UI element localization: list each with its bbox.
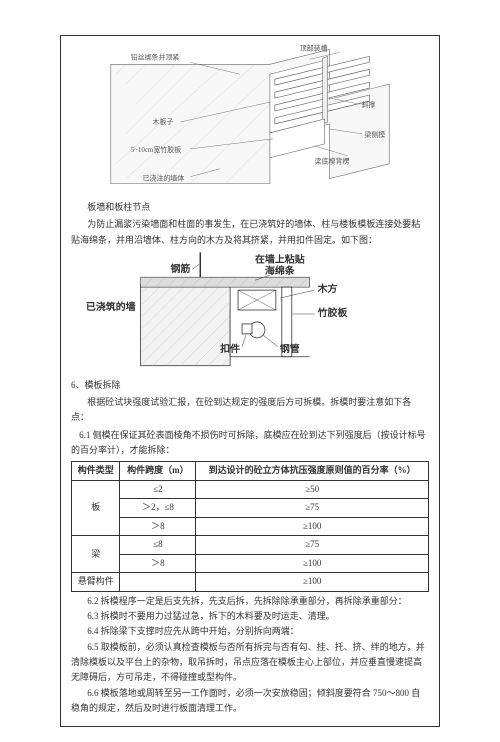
td-span: ＞8 bbox=[120, 554, 196, 573]
label-steel-pipe: 钢管 bbox=[280, 342, 300, 355]
th-pct: 到达设计的砼立方体抗压强度原则值的百分率（%） bbox=[196, 462, 429, 481]
label-top-strip-1: 在墙上粘贴 bbox=[255, 252, 305, 265]
diagram-foam-strip-section: 在墙上粘贴 海绵条 钢筋 木方 已浇筑的墙 竹胶板 扣件 钢管 bbox=[71, 252, 429, 372]
table-row: 梁 ≤8 ≥75 bbox=[72, 536, 429, 555]
paragraph-1: 为防止漏浆污染墙面和柱面的事发生，在已浇筑好的墙体、柱与楼板模板连接处要粘贴海绵… bbox=[71, 217, 429, 248]
label-top-right: 顶部装槽 bbox=[300, 44, 328, 52]
label-wall: 已浇注的墙体 bbox=[143, 174, 185, 183]
label-top-left: 铅丝绑条并顶紧 bbox=[131, 52, 180, 61]
vertical-strut bbox=[323, 56, 328, 124]
td-span: ≤2 bbox=[120, 480, 196, 499]
caption-1: 板墙和板柱节点 bbox=[71, 200, 429, 215]
label-bamboo: 5~10cm宽竹胶板 bbox=[131, 145, 182, 154]
td-pct: ≥100 bbox=[196, 554, 429, 573]
note-6-2: 6.2 拆模程序一定是后支先拆，先支后拆，先拆除除承重部分，再拆除承重部分： bbox=[71, 594, 429, 609]
td-pct: ≥75 bbox=[196, 536, 429, 555]
table-row: ＞8 ≥100 bbox=[72, 517, 429, 536]
page-frame: 铅丝绑条并顶紧 顶部装槽 木板子 5~10cm宽竹胶板 已浇注的墙体 斜撑 梁侧… bbox=[60, 35, 440, 727]
foam-strip bbox=[141, 277, 310, 287]
label-wall-poured: 已浇筑的墙 bbox=[86, 300, 136, 313]
section-6-intro: 根据砼试块强度试验汇报，在砼到达规定的强度后方可拆模。拆模时要注意如下各点： bbox=[71, 395, 429, 426]
td-span: ≤8 bbox=[120, 536, 196, 555]
td-type-plate: 板 bbox=[72, 480, 120, 536]
label-liangdi: 梁底模背楞 bbox=[315, 157, 350, 166]
label-plank: 木板子 bbox=[153, 117, 174, 126]
table-row: 板 ≤2 ≥50 bbox=[72, 480, 429, 499]
td-pct: ≥100 bbox=[196, 573, 429, 592]
notes-block: 6.2 拆模程序一定是后支先拆，先支后拆，先拆除除承重部分，再拆除承重部分： 6… bbox=[71, 594, 429, 716]
td-pct: ≥75 bbox=[196, 499, 429, 518]
table-row: ＞2，≤8 ≥75 bbox=[72, 499, 429, 518]
label-clip: 扣件 bbox=[220, 342, 240, 355]
table-row: 悬臂构件 ≥100 bbox=[72, 573, 429, 592]
clip bbox=[242, 324, 252, 334]
section-6-1: 6.1 侧模在保证其砼表面棱角不损伤时可拆除，底模应在砼到达下列强度后（按设计标… bbox=[71, 428, 429, 459]
label-mufang: 木方 bbox=[317, 282, 338, 295]
td-span: ＞8 bbox=[120, 517, 196, 536]
note-6-6: 6.6 模板落地或周转至另一工作面时，必须一次安放稳固；倾斜度要符合 750～8… bbox=[71, 686, 429, 717]
td-type-cantilever: 悬臂构件 bbox=[72, 573, 120, 592]
section-6-title: 6、模板拆除 bbox=[71, 378, 429, 393]
td-pct: ≥100 bbox=[196, 517, 429, 536]
td-pct: ≥50 bbox=[196, 480, 429, 499]
poured-wall bbox=[141, 284, 231, 366]
diagram-wall-column-iso: 铅丝绑条并顶紧 顶部装槽 木板子 5~10cm宽竹胶板 已浇注的墙体 斜撑 梁侧… bbox=[71, 44, 429, 194]
th-span: 构件跨度（m） bbox=[120, 462, 196, 481]
label-liangce: 梁侧模 bbox=[364, 130, 385, 139]
note-6-3: 6.3 拆模时不要用力过猛过急，拆下的木料要及时运走、清理。 bbox=[71, 609, 429, 624]
td-span: ＞2，≤8 bbox=[120, 499, 196, 518]
label-rebar: 钢筋 bbox=[170, 262, 190, 275]
td-span bbox=[120, 573, 196, 592]
strength-table: 构件类型 构件跨度（m） 到达设计的砼立方体抗压强度原则值的百分率（%） 板 ≤… bbox=[71, 461, 429, 592]
label-xiecheng: 斜撑 bbox=[361, 100, 375, 109]
note-6-4: 6.4 拆除梁下支撑时应先从跨中开始，分别拆向两端： bbox=[71, 624, 429, 639]
label-bamboo-board: 竹胶板 bbox=[317, 306, 348, 319]
td-type-beam: 梁 bbox=[72, 536, 120, 573]
table-header-row: 构件类型 构件跨度（m） 到达设计的砼立方体抗压强度原则值的百分率（%） bbox=[72, 462, 429, 481]
th-type: 构件类型 bbox=[72, 462, 120, 481]
note-6-5: 6.5 取模板前，必须认真检查模板与否所有拆完与否有勾、挂、托、挤、绊的地方，并… bbox=[71, 640, 429, 686]
table-row: ＞8 ≥100 bbox=[72, 554, 429, 573]
